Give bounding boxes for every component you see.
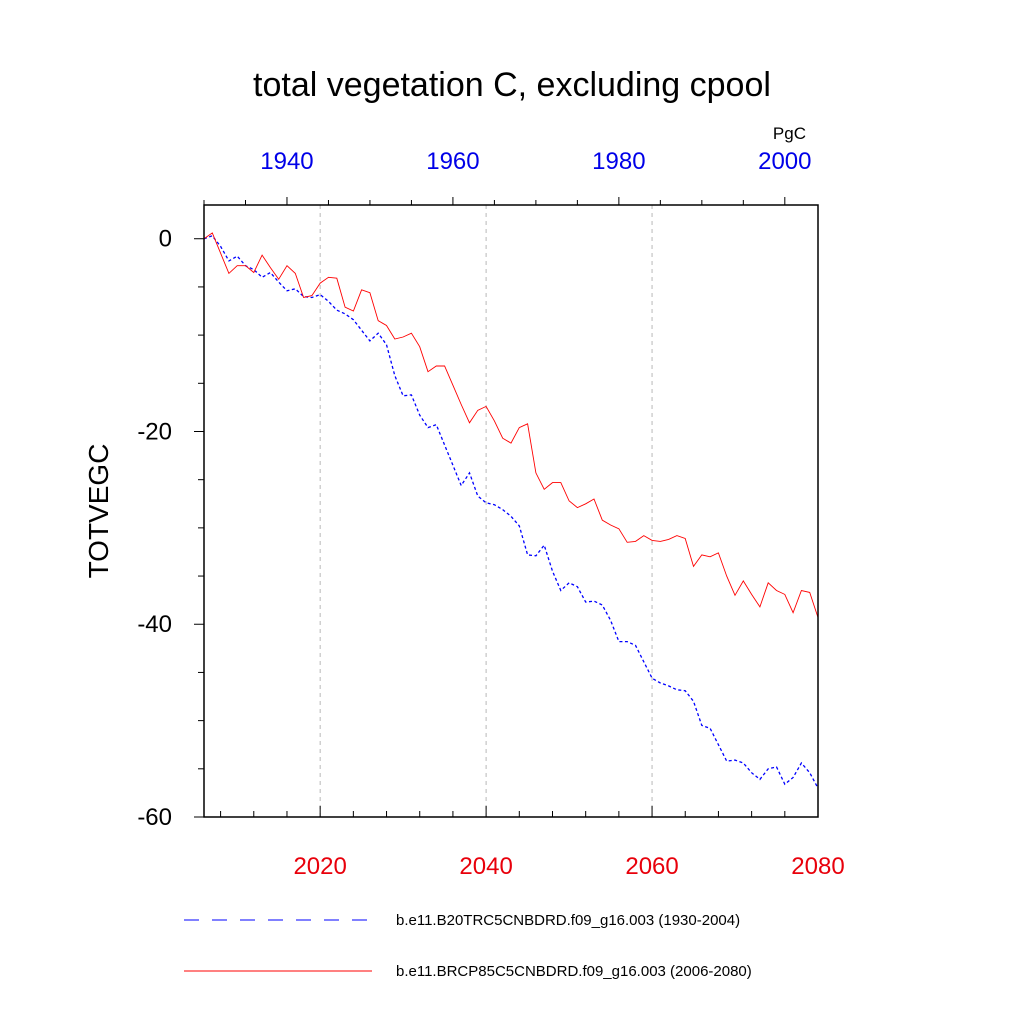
axis-layer: 2020 2040 2060 2080 1940 1960 1980 2000 0 -20 -40 -…	[137, 148, 844, 880]
top-tick-label-1980: 1980	[592, 148, 645, 175]
series-line-2	[203, 232, 819, 618]
top-tick-label-1940: 1940	[260, 148, 313, 175]
bottom-tick-label-2080: 2080	[791, 853, 844, 880]
top-tick-label-1960: 1960	[426, 148, 479, 175]
bottom-tick-label-2060: 2060	[625, 853, 678, 880]
legend: b.e11.B20TRC5CNBDRD.f09_g16.003 (1930-20…	[184, 912, 752, 980]
y-tick-label--40: -40	[137, 611, 172, 638]
series-layer	[203, 232, 819, 789]
top-tick-label-2000: 2000	[758, 148, 811, 175]
y-tick-label-0: 0	[159, 226, 172, 253]
y-tick-label--60: -60	[137, 804, 172, 831]
legend-label-2: b.e11.BRCP85C5CNBDRD.f09_g16.003 (2006-2…	[396, 963, 752, 980]
y-tick-label--20: -20	[137, 418, 172, 445]
bottom-tick-label-2020: 2020	[293, 853, 346, 880]
units-label: PgC	[773, 124, 806, 143]
bottom-tick-label-2040: 2040	[459, 853, 512, 880]
plot-frame	[203, 204, 819, 818]
chart-title: total vegetation C, excluding cpool	[253, 66, 771, 104]
series-line-1	[203, 235, 819, 789]
y-axis-label: TOTVEGC	[83, 444, 114, 579]
legend-label-1: b.e11.B20TRC5CNBDRD.f09_g16.003 (1930-20…	[396, 912, 740, 929]
grid-layer	[319, 205, 653, 817]
